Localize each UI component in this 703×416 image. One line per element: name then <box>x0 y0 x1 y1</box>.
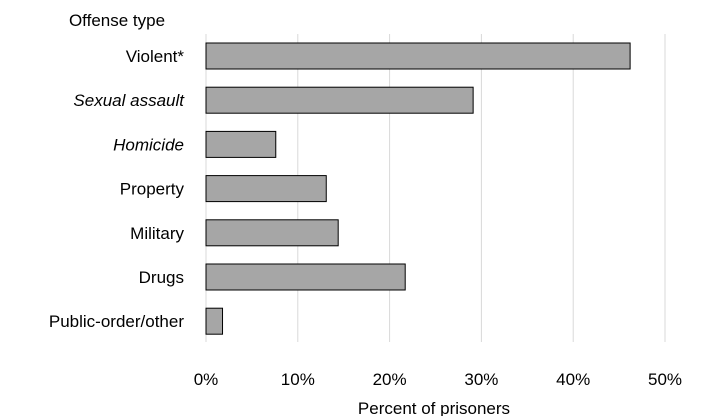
x-tick-label: 10% <box>281 370 315 389</box>
x-tick-label: 50% <box>648 370 682 389</box>
category-label: Military <box>130 224 184 243</box>
x-tick-label: 0% <box>194 370 219 389</box>
x-tick-label: 30% <box>464 370 498 389</box>
category-axis-title: Offense type <box>69 11 165 30</box>
bar <box>205 263 406 291</box>
category-label: Public-order/other <box>49 312 184 331</box>
x-tick-label: 40% <box>556 370 590 389</box>
bar <box>205 42 631 70</box>
category-labels: Violent* Sexual assault Homicide Property Mi… <box>49 47 185 331</box>
bar <box>205 130 277 158</box>
x-tick-label: 20% <box>373 370 407 389</box>
x-tick-labels: 0% 10% 20% 30% 40% 50% <box>194 370 682 389</box>
bars <box>205 42 631 335</box>
category-label: Drugs <box>139 268 184 287</box>
bar <box>205 219 339 247</box>
x-axis-title: Percent of prisoners <box>358 399 510 416</box>
category-label: Homicide <box>113 135 184 154</box>
bar <box>205 86 474 114</box>
bar <box>205 307 224 335</box>
category-label: Property <box>120 180 185 199</box>
bar <box>205 175 327 203</box>
category-label: Sexual assault <box>73 91 185 110</box>
category-label: Violent* <box>126 47 185 66</box>
